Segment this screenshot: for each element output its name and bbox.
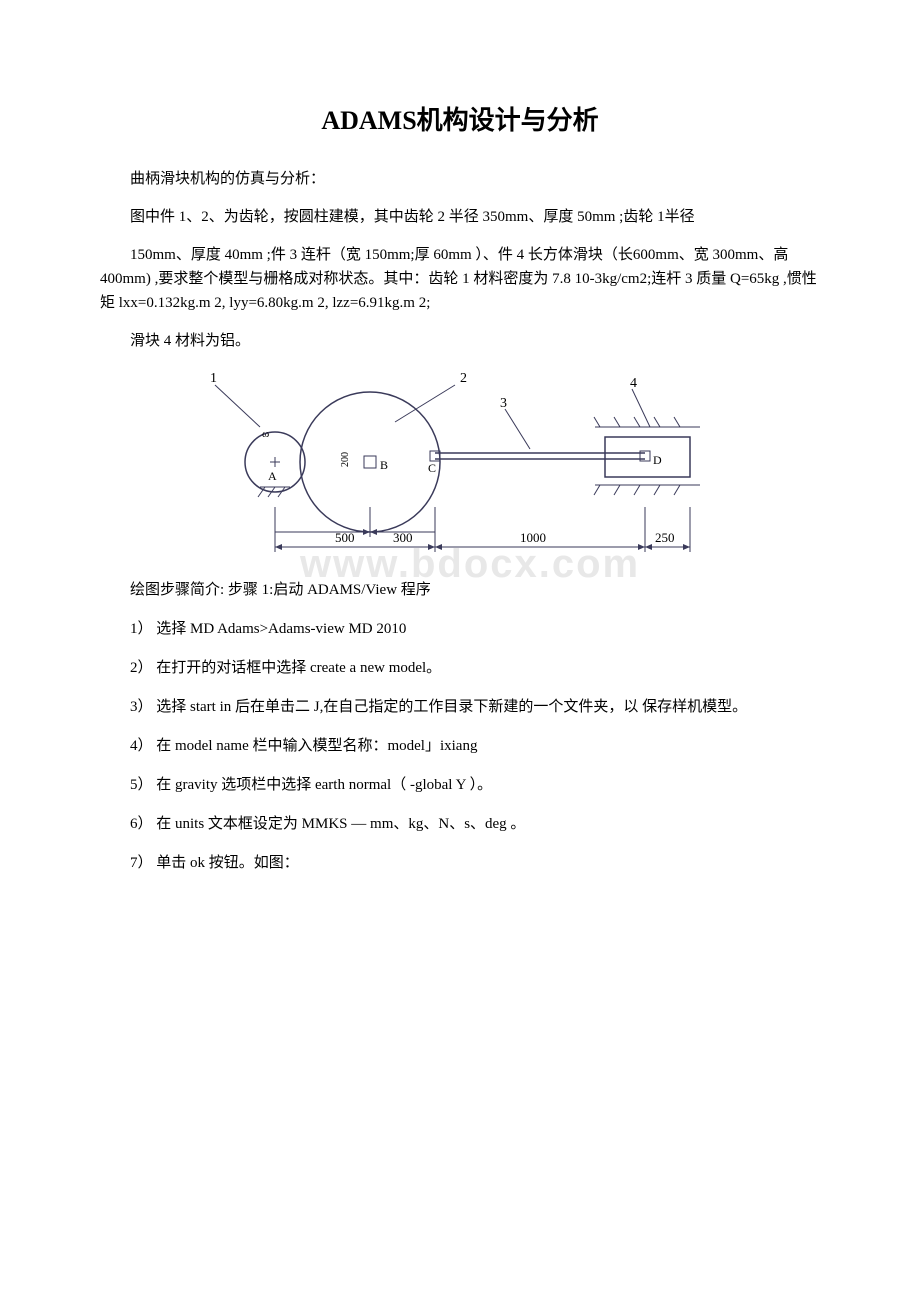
paragraph-4: 绘图步骤简介: 步骤 1:启动 ADAMS/View 程序: [100, 577, 820, 604]
mechanism-diagram: 1 2 3 4 ω A B 200 C: [200, 367, 820, 572]
paragraph-3: 滑块 4 材料为铝。: [100, 329, 820, 353]
svg-text:ω: ω: [262, 428, 269, 440]
document-title: ADAMS机构设计与分析: [100, 100, 820, 137]
label-b: B: [380, 458, 388, 472]
label-d: D: [653, 453, 662, 467]
step-1: 1） 选择 MD Adams>Adams-view MD 2010: [100, 616, 820, 643]
step-2: 2） 在打开的对话框中选择 create a new model。: [100, 655, 820, 682]
label-c: C: [428, 461, 436, 475]
dim-1000: 1000: [520, 530, 546, 545]
paragraph-2: 150mm、厚度 40mm ;件 3 连杆（宽 150mm;厚 60mm ）、件…: [100, 243, 820, 315]
slider-block: [605, 437, 690, 477]
label-4: 4: [630, 376, 637, 391]
label-2: 2: [460, 371, 467, 386]
intro-text: 曲柄滑块机构的仿真与分析：: [100, 167, 820, 191]
step-6: 6） 在 units 文本框设定为 MMKS — mm、kg、N、s、deg 。: [100, 811, 820, 838]
step-7: 7） 单击 ok 按钮。如图：: [100, 850, 820, 877]
step-4: 4） 在 model name 栏中输入模型名称：model」ixiang: [100, 733, 820, 760]
dim-250: 250: [655, 530, 675, 545]
dim-300: 300: [393, 530, 413, 545]
label-a: A: [268, 469, 277, 483]
step-3: 3） 选择 start in 后在单击二 J,在自己指定的工作目录下新建的一个文…: [100, 694, 820, 721]
dim-500: 500: [335, 530, 355, 545]
label-1: 1: [210, 371, 217, 386]
dim-200: 200: [340, 452, 351, 467]
paragraph-1: 图中件 1、2、为齿轮，按圆柱建模，其中齿轮 2 半径 350mm、厚度 50m…: [100, 205, 820, 229]
label-3: 3: [500, 396, 507, 411]
step-5: 5） 在 gravity 选项栏中选择 earth normal（ -globa…: [100, 772, 820, 799]
